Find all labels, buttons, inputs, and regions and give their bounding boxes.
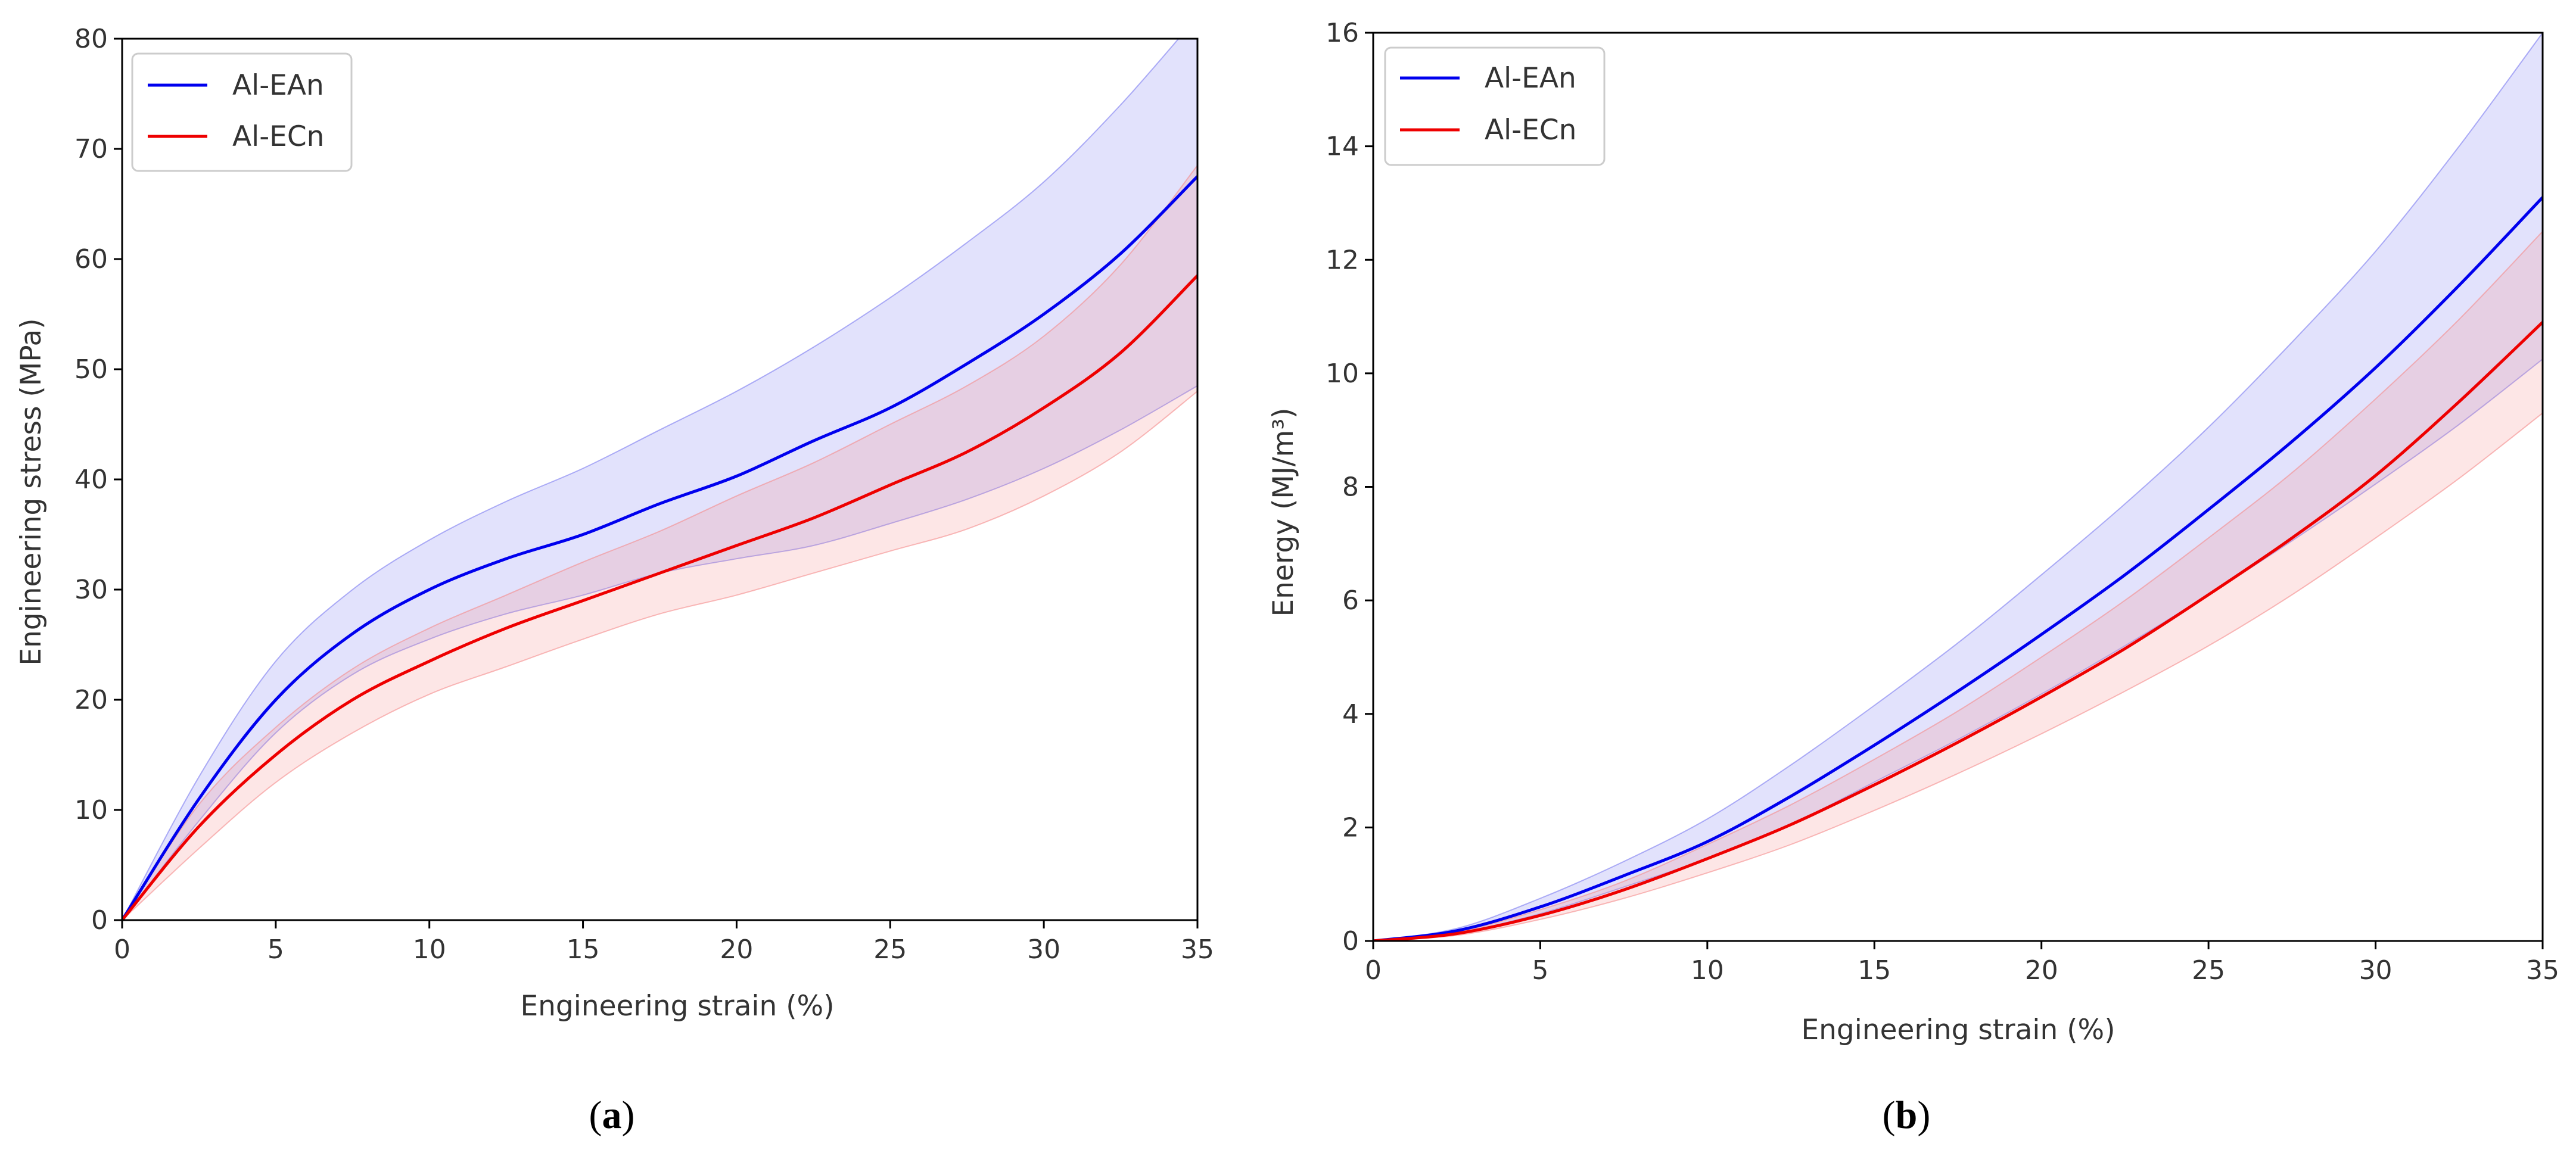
panel-a-y-tick-label: 20 <box>74 685 108 715</box>
panel-b-caption: (b) <box>1883 1093 1931 1137</box>
panel-a-y-tick-label: 0 <box>91 905 108 936</box>
panel-b-x-tick-label: 10 <box>1691 955 1724 986</box>
panel-a-x-axis-label: Engineering strain (%) <box>520 990 834 1023</box>
panel-b-x-tick-label: 15 <box>1858 955 1891 986</box>
panel-b-energy-strain: 0 5 10 15 20 25 30 35 0 2 4 6 8 10 12 14 16 Engineering… <box>1267 18 2559 1137</box>
panel-a-band-al-ecn <box>122 164 1197 920</box>
panel-a-y-tick-label: 60 <box>74 244 108 275</box>
panel-b-lines <box>1373 196 2543 941</box>
panel-b-legend-label-al-ean: Al-EAn <box>1485 62 1576 95</box>
panel-a-x-tick-label: 10 <box>413 934 446 965</box>
panel-a-y-axis-label: Engineering stress (MPa) <box>15 318 48 665</box>
panel-b-line-al-ean <box>1373 196 2543 941</box>
panel-b-legend-label-al-ecn: Al-ECn <box>1485 114 1576 147</box>
panel-b-y-tick-label: 2 <box>1342 812 1359 843</box>
panel-b-x-ticks: 0 5 10 15 20 25 30 35 <box>1365 941 2559 986</box>
panel-a-caption: (a) <box>589 1093 635 1137</box>
panel-b-legend: Al-EAn Al-ECn <box>1384 46 1606 166</box>
panel-a-x-tick-label: 20 <box>720 934 753 965</box>
panel-a-x-tick-label: 25 <box>873 934 907 965</box>
panel-a-caption-letter: a <box>602 1093 622 1137</box>
panel-b-y-tick-label: 4 <box>1342 699 1359 730</box>
panel-a-y-tick-label: 10 <box>74 795 108 825</box>
panel-b-x-tick-label: 20 <box>2025 955 2058 986</box>
panel-b-y-tick-label: 10 <box>1326 359 1359 389</box>
panel-a-band-al-ean <box>122 39 1197 920</box>
panel-a-x-tick-label: 0 <box>114 934 130 965</box>
panel-a-y-tick-label: 50 <box>74 354 108 385</box>
panel-a-line-al-ecn <box>122 275 1197 920</box>
panel-b-y-tick-label: 14 <box>1326 132 1359 162</box>
panel-a-x-tick-label: 30 <box>1027 934 1060 965</box>
panel-a-y-tick-label: 70 <box>74 134 108 164</box>
panel-a-legend-label-al-ean: Al-EAn <box>232 69 324 102</box>
panel-a-bands <box>122 39 1197 920</box>
panel-a-y-tick-label: 40 <box>74 465 108 495</box>
panel-b-x-tick-label: 30 <box>2359 955 2393 986</box>
panel-a-y-tick-label: 30 <box>74 575 108 605</box>
panel-a-stress-strain: 0 5 10 15 20 25 30 35 0 10 20 30 40 50 60 70 80 Enginee… <box>15 24 1214 1137</box>
panel-a-line-al-ean <box>122 175 1197 920</box>
panel-b-band-al-ecn <box>1373 230 2543 941</box>
panel-a-x-ticks: 0 5 10 15 20 25 30 35 <box>114 920 1214 965</box>
panel-a-legend-box <box>131 52 353 172</box>
panel-a-y-ticks: 0 10 20 30 40 50 60 70 80 <box>74 24 122 936</box>
panel-a-x-tick-label: 35 <box>1181 934 1214 965</box>
panel-b-y-tick-label: 6 <box>1342 585 1359 616</box>
panel-b-x-axis-label: Engineering strain (%) <box>1801 1014 2115 1046</box>
panel-b-y-ticks: 0 2 4 6 8 10 12 14 16 <box>1326 18 1373 956</box>
panel-b-x-tick-label: 35 <box>2526 955 2559 986</box>
panel-a-x-tick-label: 15 <box>567 934 600 965</box>
panel-b-line-al-ecn <box>1373 321 2543 941</box>
panel-b-x-tick-label: 25 <box>2192 955 2225 986</box>
panel-b-y-tick-label: 0 <box>1342 926 1359 956</box>
panel-a-x-tick-label: 5 <box>267 934 284 965</box>
panel-b-caption-letter: b <box>1896 1093 1918 1137</box>
panel-b-y-axis-label: Energy (MJ/m³) <box>1267 407 1300 616</box>
panel-b-y-tick-label: 12 <box>1326 245 1359 275</box>
panel-b-x-tick-label: 5 <box>1532 955 1548 986</box>
panel-a-legend: Al-EAn Al-ECn <box>131 52 353 172</box>
panel-b-y-tick-label: 8 <box>1342 472 1359 503</box>
panel-b-bands <box>1373 33 2543 941</box>
panel-a-legend-label-al-ecn: Al-ECn <box>232 120 324 153</box>
panel-b-x-tick-label: 0 <box>1365 955 1382 986</box>
panel-a-lines <box>122 175 1197 920</box>
panel-a-y-tick-label: 80 <box>74 24 108 54</box>
panel-b-y-tick-label: 16 <box>1326 18 1359 48</box>
